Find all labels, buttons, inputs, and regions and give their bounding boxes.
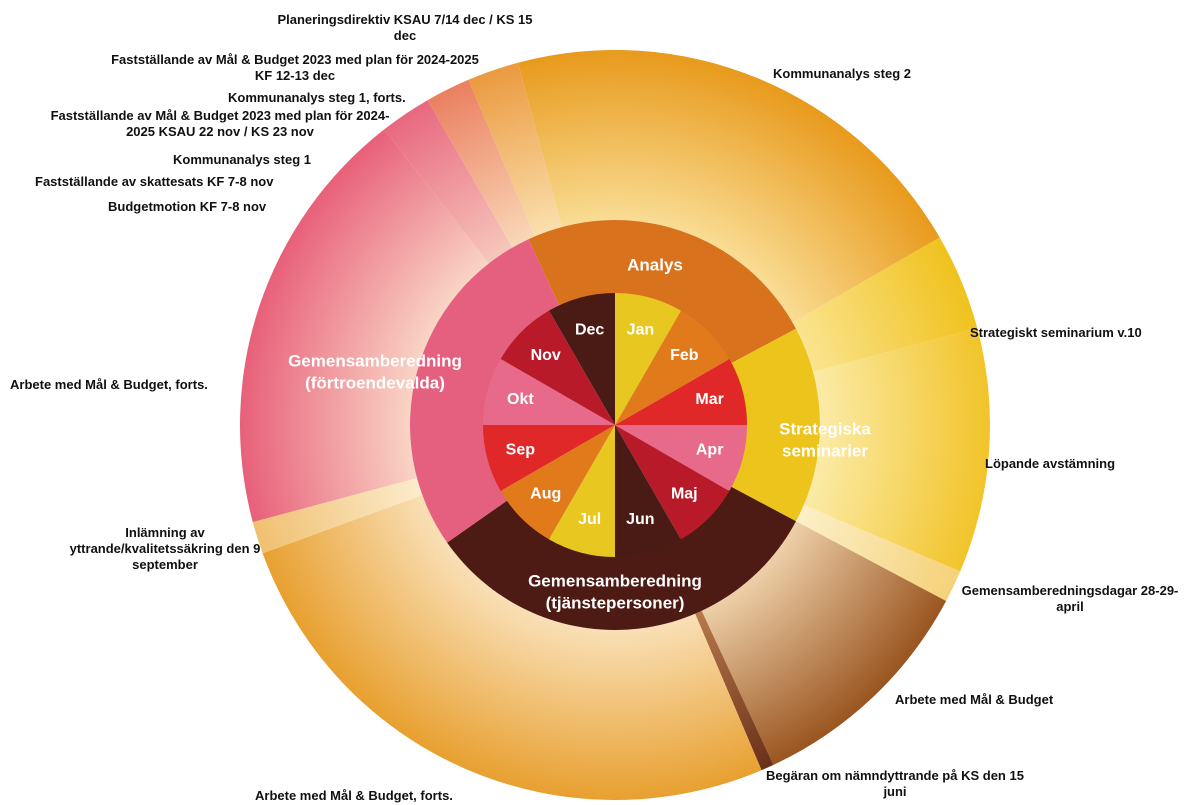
- month-label: Sep: [506, 442, 536, 459]
- phase-label: (förtroendevalda): [305, 373, 445, 392]
- activity-label: Fastställande av skattesats KF 7-8 nov: [35, 174, 274, 189]
- activity-label: Fastställande av Mål & Budget 2023 med p…: [111, 52, 479, 83]
- phase-sector: [729, 328, 820, 522]
- activity-label: Kommunanalys steg 1: [173, 152, 311, 167]
- month-sector: [615, 425, 681, 557]
- month-label: Dec: [575, 322, 604, 339]
- month-label: Jul: [578, 511, 601, 528]
- activity-sector: [468, 62, 562, 237]
- month-label: Mar: [695, 391, 723, 408]
- month-sector: [615, 425, 730, 540]
- activity-sector: [427, 79, 535, 248]
- activity-sector: [252, 478, 423, 554]
- activity-sector: [262, 495, 762, 800]
- activity-label: Budgetmotion KF 7-8 nov: [108, 199, 267, 214]
- phase-label: Strategiska: [779, 419, 871, 438]
- month-label: Nov: [531, 347, 561, 364]
- month-label: Aug: [530, 486, 561, 503]
- phase-label: seminarier: [782, 441, 868, 460]
- activity-sector: [701, 521, 947, 765]
- activity-label: Strategiskt seminarium v.10: [970, 325, 1142, 340]
- month-label: Jun: [626, 511, 654, 528]
- activity-sector: [796, 505, 961, 602]
- activity-label: Fastställande av Mål & Budget 2023 med p…: [50, 108, 390, 139]
- month-sector: [615, 425, 747, 491]
- activity-label: Gemensamberedningsdagar 28-29-april: [961, 583, 1179, 614]
- activity-label: Kommunanalys steg 2: [773, 66, 911, 81]
- activity-label: Planeringsdirektiv KSAU 7/14 dec / KS 15…: [277, 12, 533, 43]
- phase-label: Gemensamberedning: [528, 571, 702, 590]
- month-label: Maj: [671, 486, 698, 503]
- activity-label: Inlämning av yttrande/kvalitetssäkring d…: [69, 525, 261, 572]
- activity-sector: [803, 327, 990, 572]
- phase-label: (tjänstepersoner): [546, 593, 685, 612]
- phase-label: Analys: [627, 255, 683, 274]
- month-sector: [615, 310, 730, 425]
- month-label: Jan: [627, 322, 655, 339]
- month-sector: [549, 425, 615, 557]
- month-sector: [615, 359, 747, 425]
- month-sector: [500, 425, 615, 540]
- month-sector: [615, 293, 681, 425]
- phase-sector: [447, 486, 797, 631]
- phase-sector: [410, 239, 561, 543]
- month-label: Feb: [670, 347, 699, 364]
- activity-sector: [384, 100, 513, 264]
- activity-sector: [240, 129, 489, 523]
- month-label: Okt: [507, 391, 534, 408]
- month-sector: [549, 293, 615, 425]
- activity-label: Kommunanalys steg 1, forts.: [228, 90, 406, 105]
- phase-label: Gemensamberedning: [288, 351, 462, 370]
- activity-sector: [792, 237, 978, 372]
- activity-label: Arbete med Mål & Budget: [895, 692, 1054, 707]
- month-sector: [483, 425, 615, 491]
- month-sector: [483, 359, 615, 425]
- activity-label: Begäran om nämndyttrande på KS den 15 ju…: [766, 768, 1024, 799]
- month-sector: [500, 310, 615, 425]
- activity-label: Arbete med Mål & Budget, forts.: [10, 377, 208, 392]
- activity-label: Arbete med Mål & Budget, forts.: [255, 788, 453, 803]
- activity-sector: [695, 610, 774, 771]
- activity-label: Löpande avstämning: [985, 456, 1116, 471]
- phase-sector: [528, 219, 797, 364]
- activity-sector: [517, 50, 940, 323]
- month-label: Apr: [696, 442, 724, 459]
